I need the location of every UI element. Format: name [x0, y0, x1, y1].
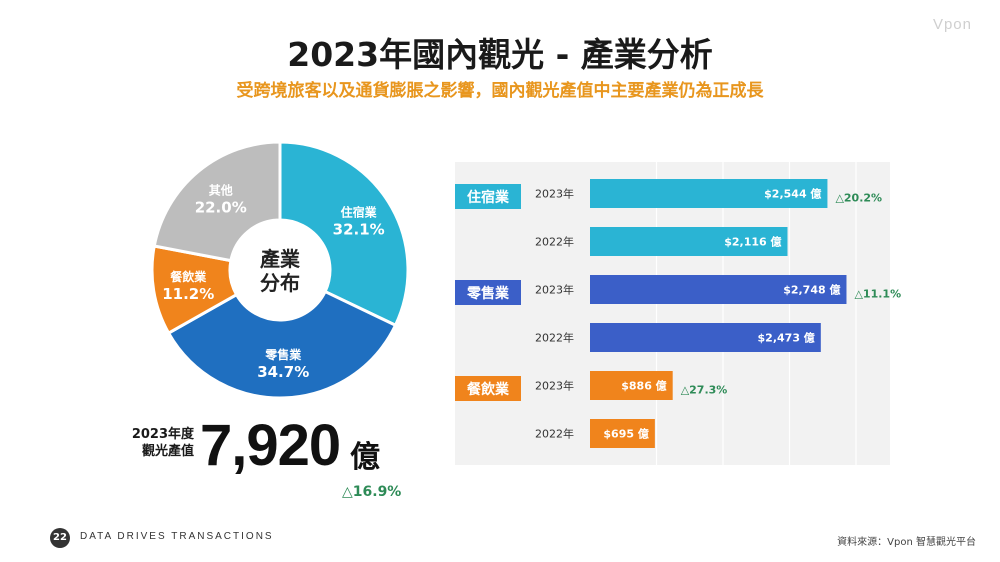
- industry-output-bar-chart: $2,544 億 2023年 △20.2% $2,116 億 2022年 住宿業 $2,74…: [455, 162, 901, 465]
- bar-value-label-0-0: $2,544 億: [764, 187, 821, 201]
- bar-year-label-2-1: 2022年: [535, 427, 574, 441]
- bar-value-label-2-1: $695 億: [603, 427, 648, 441]
- bar-year-label-0-0: 2023年: [535, 187, 574, 201]
- bar-year-label-1-1: 2022年: [535, 331, 574, 345]
- donut-center-label-1: 分布: [260, 271, 300, 295]
- pie-slice-value-0: 32.1%: [333, 220, 385, 238]
- pie-slice-value-1: 34.7%: [257, 363, 309, 381]
- total-growth: △16.9%: [342, 484, 402, 500]
- total-value-label: 2023年度 觀光產值: [98, 426, 194, 460]
- page-title: 2023年國內觀光 - 產業分析: [287, 35, 713, 74]
- pie-slice-value-3: 22.0%: [195, 198, 247, 216]
- bar-year-label-0-1: 2022年: [535, 235, 574, 249]
- page-subtitle: 受跨境旅客以及通貨膨脹之影響，國內觀光產值中主要產業仍為正成長: [236, 81, 764, 101]
- bar-growth-label-2: △27.3%: [681, 384, 728, 397]
- bar-2-0: [590, 371, 673, 400]
- page-number: 22: [50, 528, 70, 548]
- bar-value-label-1-0: $2,748 億: [783, 283, 840, 297]
- pie-slice-label-2: 餐飲業: [170, 269, 207, 284]
- pie-slice-0: [278, 140, 410, 328]
- total-value: 7,920: [200, 413, 341, 478]
- pie-slice-label-3: 其他: [209, 182, 233, 197]
- pie-slice-label-1: 零售業: [264, 347, 302, 362]
- bar-value-label-0-1: $2,116 億: [724, 235, 781, 249]
- bar-value-label-1-1: $2,473 億: [758, 331, 815, 345]
- pie-slice-1: [166, 289, 398, 400]
- pie-slice-label-0: 住宿業: [341, 204, 378, 219]
- bar-growth-label-0: △20.2%: [835, 192, 882, 205]
- bar-year-label-1-0: 2023年: [535, 283, 574, 297]
- bar-0-1: [590, 227, 788, 256]
- category-tag-label-1: 零售業: [466, 285, 510, 302]
- bar-chart-panel: [455, 162, 890, 465]
- category-tag-label-0: 住宿業: [467, 189, 510, 206]
- bar-year-label-2-0: 2023年: [535, 379, 574, 393]
- bar-growth-label-1: △11.1%: [854, 288, 901, 301]
- data-source: 資料來源：Vpon 智慧觀光平台: [837, 537, 976, 548]
- bar-value-label-2-0: $886 億: [621, 379, 666, 393]
- total-value-unit: 億: [350, 440, 380, 475]
- category-tag-2: [455, 376, 521, 401]
- bar-1-0: [590, 275, 847, 304]
- total-label-line1: 2023年度: [131, 427, 194, 442]
- category-tag-0: [455, 184, 521, 209]
- brand-watermark: Vpon: [932, 16, 972, 33]
- footer-tagline: DATA DRIVES TRANSACTIONS: [80, 531, 274, 542]
- bar-0-0: [590, 179, 828, 208]
- bar-1-1: [590, 323, 821, 352]
- bar-2-1: [590, 419, 655, 448]
- category-tag-1: [455, 280, 521, 305]
- pie-slice-value-2: 11.2%: [162, 285, 214, 303]
- total-label-line2: 觀光產值: [141, 444, 194, 459]
- donut-center-label-0: 產業: [260, 247, 301, 271]
- category-tag-label-2: 餐飲業: [466, 381, 510, 398]
- pie-slice-3: [152, 140, 282, 263]
